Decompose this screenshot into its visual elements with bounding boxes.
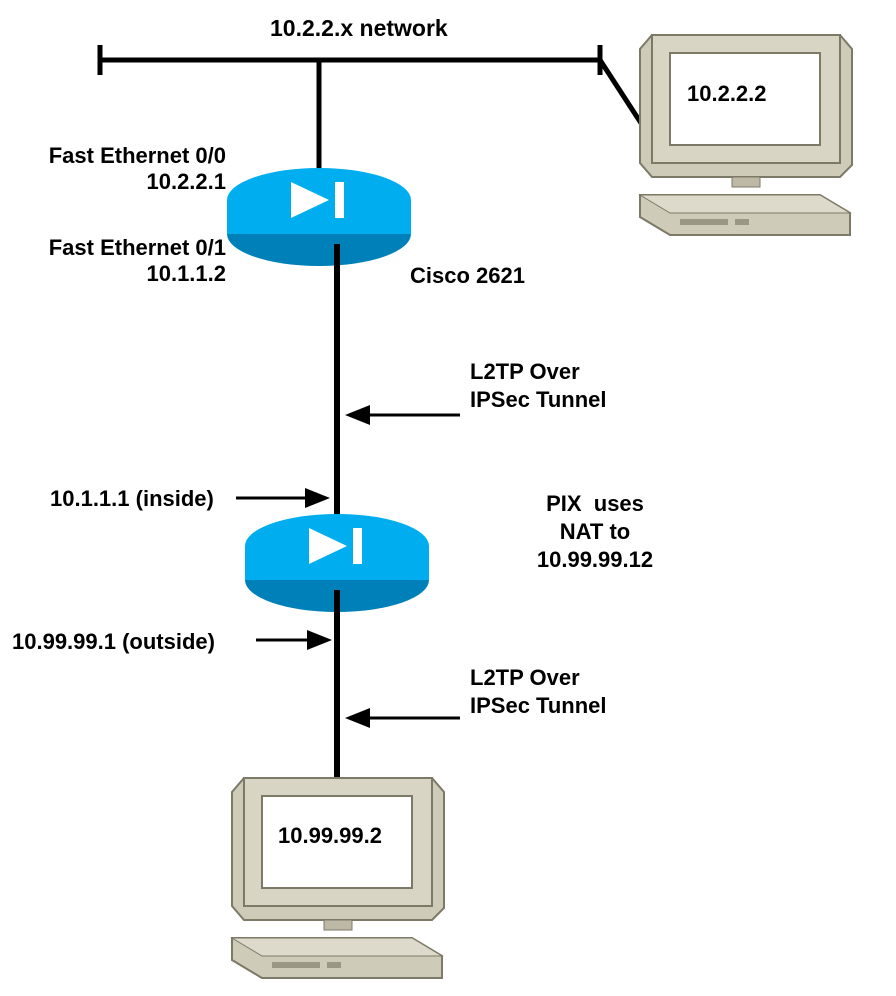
pc-top-ip-label: 10.2.2.2 (687, 80, 767, 108)
tunnel2-line2: IPSec Tunnel (470, 692, 607, 720)
inside-ip-label: 10.1.1.1 (inside) (50, 485, 214, 513)
pix-line3: 10.99.99.12 (525, 546, 665, 574)
pc-top (640, 35, 852, 235)
router-1 (227, 168, 411, 266)
edge-bar-pc-top (600, 60, 652, 140)
tunnel1-line1: L2TP Over (470, 358, 580, 386)
tunnel1-line2: IPSec Tunnel (470, 386, 607, 414)
pix-line2: NAT to (525, 518, 665, 546)
arrow-tunnel-2 (345, 708, 460, 728)
arrow-outside-ip (256, 630, 332, 650)
arrow-inside-ip (236, 488, 330, 508)
network-bar (100, 45, 600, 75)
diagram-canvas: 10.2.2.x network 10.2.2.2 Fast Ethernet … (0, 0, 896, 996)
arrow-tunnel-1 (345, 405, 460, 425)
tunnel2-line1: L2TP Over (470, 664, 580, 692)
outside-ip-label: 10.99.99.1 (outside) (12, 628, 215, 656)
fe01-line1: Fast Ethernet 0/1 (28, 234, 226, 262)
fe00-line2: 10.2.2.1 (28, 168, 226, 196)
fe01-line2: 10.1.1.2 (28, 260, 226, 288)
router-2 (245, 514, 429, 612)
fe00-line1: Fast Ethernet 0/0 (28, 142, 226, 170)
pc-bottom-ip-label: 10.99.99.2 (278, 822, 382, 850)
router1-model-label: Cisco 2621 (410, 262, 525, 290)
network-top-label: 10.2.2.x network (270, 14, 448, 43)
pix-line1: PIX uses (525, 490, 665, 518)
pc-bottom (232, 778, 444, 978)
